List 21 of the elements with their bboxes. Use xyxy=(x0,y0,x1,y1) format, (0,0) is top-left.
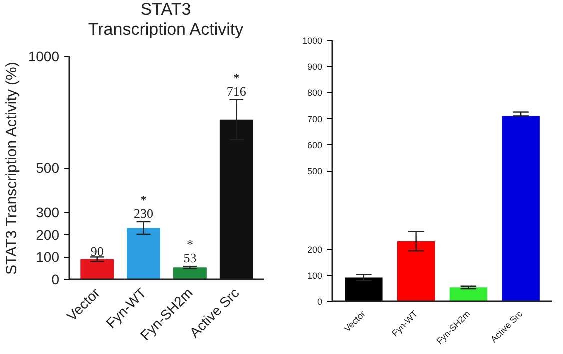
y-tick-label: 100 xyxy=(307,270,323,281)
y-tick-label: 900 xyxy=(307,62,323,72)
y-tick-label: 100 xyxy=(36,249,60,266)
y-tick-label: 0 xyxy=(52,272,60,288)
data-label: * 230 xyxy=(134,192,154,221)
y-axis-title: STAT3 Transcription Activity (%) xyxy=(3,62,20,275)
y-tick-label: 500 xyxy=(36,160,60,176)
y-tick-label: 1000 xyxy=(302,36,323,46)
y-tick-label: 800 xyxy=(307,88,323,98)
y-tick-label: 200 xyxy=(307,244,323,255)
y-tick-label: 600 xyxy=(307,140,323,150)
data-label: * 716 xyxy=(226,70,247,99)
y-tick-label: 700 xyxy=(307,114,323,124)
y-tick-label: 300 xyxy=(36,204,60,221)
y-tick-label: 1000 xyxy=(28,48,60,64)
chart-title: STAT3 Transcription Activity xyxy=(88,0,244,40)
data-label: * 53 xyxy=(184,237,197,266)
data-label: 90 xyxy=(90,244,104,260)
y-tick-label: 200 xyxy=(36,226,60,243)
y-tick-label: 0 xyxy=(317,297,323,307)
y-tick-label: 500 xyxy=(307,166,323,176)
